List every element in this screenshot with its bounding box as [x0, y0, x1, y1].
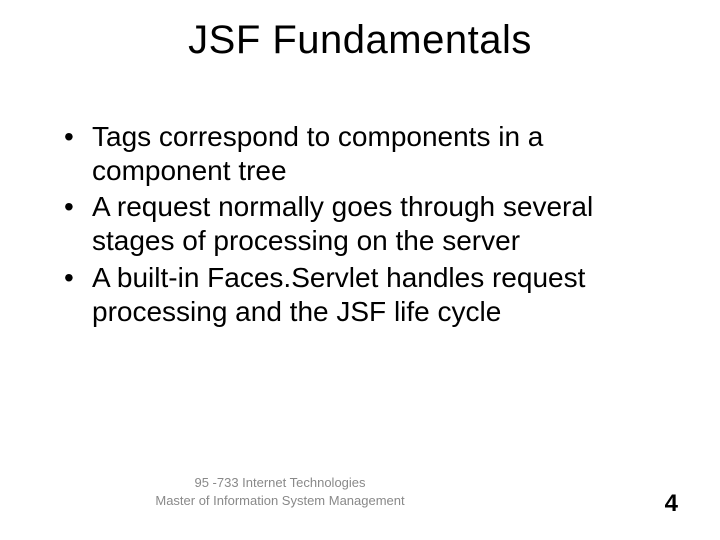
bullet-list: Tags correspond to components in a compo…	[62, 120, 662, 331]
footer-line-2: Master of Information System Management	[150, 492, 410, 510]
page-number: 4	[665, 490, 678, 518]
slide-title: JSF Fundamentals	[0, 18, 720, 63]
slide: JSF Fundamentals Tags correspond to comp…	[0, 0, 720, 540]
bullet-item: A request normally goes through several …	[62, 190, 662, 258]
bullet-text: Tags correspond to components in a compo…	[92, 121, 543, 186]
footer-line-1: 95 -733 Internet Technologies	[150, 474, 410, 492]
bullet-text: A built-in Faces.Servlet handles request…	[92, 262, 585, 327]
bullet-item: A built-in Faces.Servlet handles request…	[62, 261, 662, 329]
footer: 95 -733 Internet Technologies Master of …	[0, 474, 720, 530]
bullet-item: Tags correspond to components in a compo…	[62, 120, 662, 188]
footer-text-block: 95 -733 Internet Technologies Master of …	[150, 474, 410, 509]
bullet-text: A request normally goes through several …	[92, 191, 593, 256]
